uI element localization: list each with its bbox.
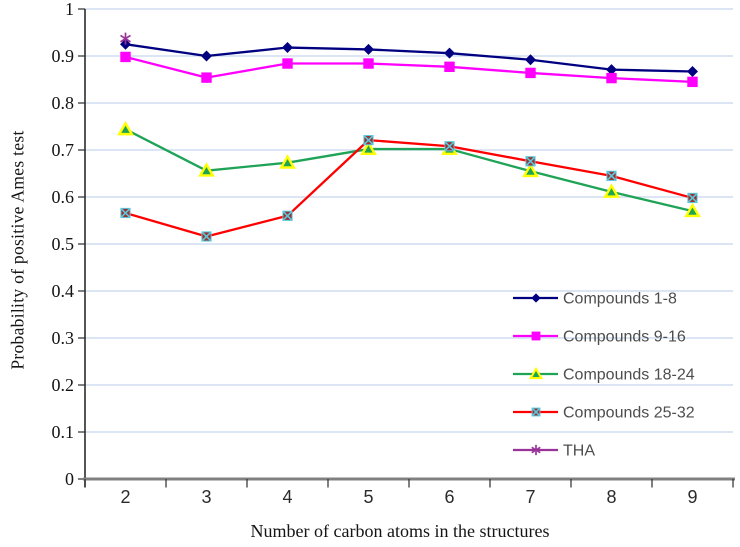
series-tha [120,32,131,45]
y-tick-label: 0.8 [52,93,75,113]
legend-item-compounds-9-16: Compounds 9-16 [513,329,686,346]
series-line-compounds-1-8 [124,43,694,73]
y-tick-label: 0.1 [52,422,75,442]
legend-item-tha: THA [513,443,595,460]
gridlines [85,8,733,433]
diamond-marker [282,42,293,54]
series-line-compounds-18-24 [124,128,694,213]
square-x-marker [363,134,374,146]
square-marker [363,58,374,69]
series-line-compounds-25-32 [124,138,694,238]
triangle-marker [684,202,701,218]
triangle-marker [360,140,377,156]
y-tick-label: 0.2 [52,375,75,395]
square-x-marker [282,210,293,221]
y-tick-label: 0 [65,469,74,489]
diamond-marker [444,47,455,59]
square-marker [606,72,617,84]
y-tick-label: 0.6 [52,187,75,207]
series-compounds-25-32 [120,134,698,242]
y-tick-label: 0.9 [52,46,75,66]
square-x-marker [531,407,541,417]
triangle-marker [528,366,544,380]
square-marker [525,67,536,79]
asterisk-marker [120,34,131,43]
y-tick-label: 0.3 [52,328,75,348]
y-axis-title: Probability of positive Ames test [7,130,28,370]
square-marker [120,51,131,63]
triangle-marker [522,162,539,178]
x-tick-label: 3 [201,487,211,507]
triangle-marker [117,120,134,136]
legend-item-compounds-25-32: Compounds 25-32 [513,405,695,422]
x-tick-label: 5 [363,487,373,507]
square-marker [282,58,293,69]
triangle-marker [279,154,296,169]
legend-item-compounds-18-24: Compounds 18-24 [513,367,695,384]
y-tick-label: 0.7 [52,140,75,160]
y-tick-label: 0.4 [52,281,75,301]
x-tick-label: 2 [120,487,130,507]
y-tick-label: 1 [65,0,74,19]
x-axis-title: Number of carbon atoms in the structures [250,521,550,541]
square-x-marker [201,231,212,242]
y-tick-label: 0.5 [52,234,75,254]
diamond-marker [201,50,212,62]
square-marker [531,331,541,341]
legend-label: Compounds 18-24 [563,367,695,384]
diamond-marker [363,43,374,55]
x-tick-label: 7 [525,487,535,507]
square-marker [687,76,698,88]
diamond-marker [531,293,541,303]
x-axis: 2 3 4 5 6 7 8 9 [83,477,735,507]
square-x-marker [120,207,131,219]
x-tick-label: 6 [444,487,454,507]
legend-label: Compounds 1-8 [563,291,677,308]
square-marker [201,72,212,83]
series-line-compounds-9-16 [124,55,694,83]
series-compounds-18-24 [117,120,701,218]
x-tick-label: 9 [687,487,697,507]
legend-label: Compounds 9-16 [563,329,686,346]
series-compounds-1-8 [120,38,698,78]
legend: Compounds 1-8 Compounds 9-16 Compounds 18-… [513,291,695,460]
x-tick-label: 8 [606,487,616,507]
square-marker [444,61,455,73]
triangle-marker [198,162,215,177]
square-x-marker [444,141,455,152]
diamond-marker [687,66,698,78]
square-x-marker [687,192,698,204]
square-x-marker [525,156,536,167]
diamond-marker [606,64,617,76]
y-axis: 0 0.1 0.2 0.3 0.4 0.5 0.6 0.7 0.8 0.9 1 [52,0,86,489]
square-x-marker [606,170,617,182]
legend-label: THA [563,443,595,460]
triangle-marker [603,183,620,198]
asterisk-marker [531,446,541,454]
diamond-marker [525,54,536,66]
legend-item-compounds-1-8: Compounds 1-8 [513,291,677,308]
series-compounds-9-16 [120,51,698,88]
legend-label: Compounds 25-32 [563,405,695,422]
x-tick-label: 4 [282,487,292,507]
